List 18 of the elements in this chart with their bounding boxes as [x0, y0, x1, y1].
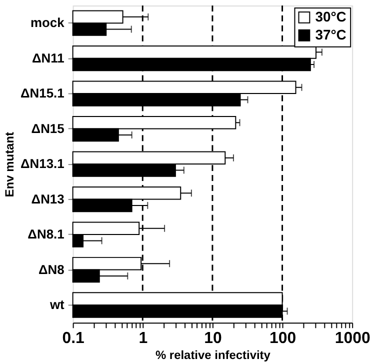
legend-label: 37°C: [315, 26, 346, 42]
y-tick-label: ΔN8: [38, 262, 64, 277]
x-tick-label: 1000: [334, 330, 370, 348]
y-tick-label: ΔN15.1: [20, 86, 64, 101]
x-tick-label: 100: [269, 330, 296, 348]
y-tick-label: ΔN15: [31, 120, 64, 136]
y-tick-label: ΔN11: [32, 50, 64, 66]
y-tick-label: ΔN13.1: [20, 156, 64, 172]
x-tick-label: 0.1: [62, 330, 85, 348]
x-axis-title: % relative infectivity: [155, 348, 271, 362]
y-tick-label: ΔN8.1: [28, 226, 64, 242]
y-tick-label: ΔN13: [31, 191, 64, 206]
y-tick-label: mock: [30, 15, 66, 30]
legend-label: 30°C: [315, 8, 346, 24]
x-tick-label: 1: [138, 330, 148, 348]
x-tick-label: 10: [204, 330, 222, 348]
y-tick-label: wt: [48, 297, 66, 312]
y-axis-title: Env mutant: [2, 132, 16, 198]
